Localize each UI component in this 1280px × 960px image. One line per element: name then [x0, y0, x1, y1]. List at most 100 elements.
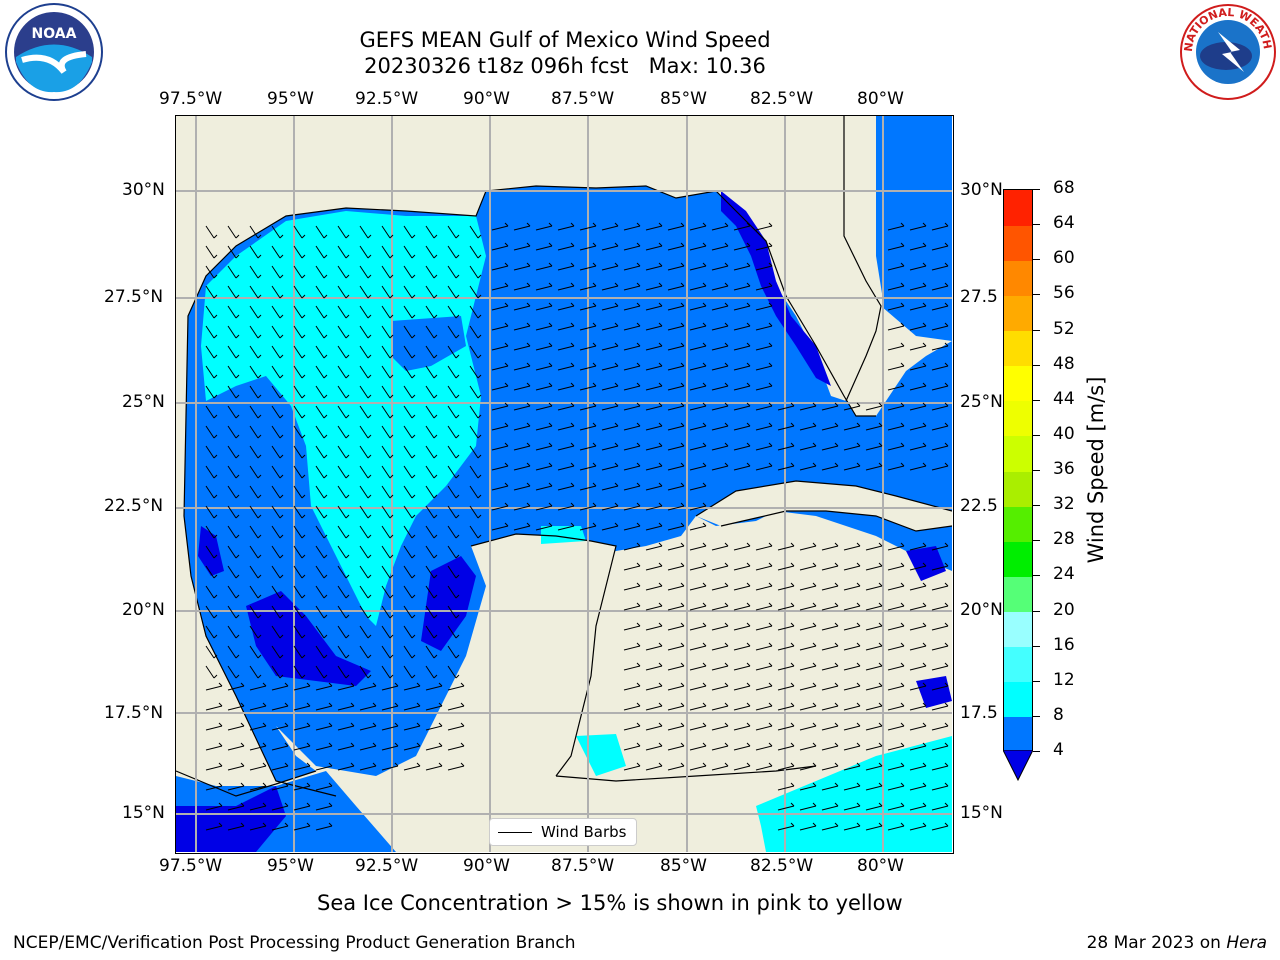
wind-barb	[777, 642, 795, 651]
wind-barb	[249, 485, 262, 499]
wind-barb	[447, 425, 460, 439]
wind-barb	[227, 585, 240, 599]
wind-speed-map: Wind Barbs	[175, 115, 954, 854]
wind-barb	[711, 302, 729, 311]
lon-label-top: 90°W	[463, 89, 510, 109]
wind-barb	[931, 422, 949, 431]
wind-barb	[315, 245, 328, 259]
lon-label-top: 85°W	[660, 89, 707, 109]
wind-barb	[249, 505, 262, 519]
wind-barb	[667, 542, 685, 551]
wind-barb	[359, 345, 372, 359]
wind-barb	[513, 502, 531, 511]
wind-barb	[865, 582, 883, 591]
wind-barb	[799, 422, 817, 431]
wind-barb	[645, 222, 663, 231]
wind-barb	[689, 282, 707, 291]
wind-barb	[205, 445, 218, 459]
colorbar-swatch	[1004, 681, 1032, 718]
wind-barb	[887, 722, 905, 731]
wind-barb	[359, 425, 372, 439]
wind-barb	[557, 362, 575, 371]
wind-barb	[865, 682, 883, 691]
wind-barb	[887, 562, 905, 571]
lat-label-right: 20°N	[960, 600, 1003, 620]
wind-barb	[337, 585, 350, 599]
lon-label-top: 92.5°W	[355, 89, 419, 109]
wind-barb	[491, 242, 509, 251]
wind-barb	[249, 645, 262, 659]
wind-barb	[579, 422, 597, 431]
wind-barb	[623, 582, 641, 591]
wind-barb	[711, 442, 729, 451]
wind-barb	[315, 802, 333, 811]
wind-barb	[821, 722, 839, 731]
wind-barb	[227, 365, 240, 379]
wind-barb	[931, 242, 949, 251]
wind-barb	[513, 382, 531, 391]
wind-barb	[227, 565, 240, 579]
wind-barb	[227, 625, 240, 639]
wind-barb	[887, 682, 905, 691]
wind-barb	[843, 462, 861, 471]
wind-barb	[755, 762, 773, 771]
wind-barb	[359, 265, 372, 279]
wind-barb	[579, 302, 597, 311]
wind-barb	[887, 542, 905, 551]
wind-barb	[381, 722, 399, 731]
wind-barb	[535, 462, 553, 471]
wind-barb	[799, 602, 817, 611]
wind-barb	[931, 822, 949, 831]
lat-label-right: 25°N	[960, 392, 1003, 412]
wind-barb	[821, 402, 839, 411]
wind-barb	[733, 242, 751, 251]
wind-barb	[227, 782, 245, 791]
wind-barb	[579, 522, 597, 531]
colorbar-tick-mark	[1033, 715, 1040, 717]
wind-barb	[667, 382, 685, 391]
wind-barb	[689, 262, 707, 271]
wind-barb	[315, 385, 328, 399]
wind-barb	[359, 325, 372, 339]
wind-barb	[887, 742, 905, 751]
wind-barb	[777, 702, 795, 711]
wind-barb	[381, 742, 399, 751]
wind-barb	[469, 305, 482, 319]
coastlines	[176, 116, 952, 797]
wind-barb	[645, 702, 663, 711]
wind-barb	[271, 325, 284, 339]
lon-label-top: 97.5°W	[159, 89, 223, 109]
wind-barb	[425, 385, 438, 399]
lat-label-left: 20°N	[122, 600, 165, 620]
wind-barb	[359, 525, 372, 539]
wind-barb	[843, 642, 861, 651]
wind-barb	[579, 222, 597, 231]
wind-barb	[513, 402, 531, 411]
wind-barb	[227, 682, 245, 691]
wind-barb	[447, 742, 465, 751]
wind-barb	[315, 405, 328, 419]
wind-barb	[821, 562, 839, 571]
wind-barb	[865, 442, 883, 451]
wind-barb	[865, 802, 883, 811]
wind-barb	[909, 342, 927, 351]
wind-barb	[733, 742, 751, 751]
wind-barb	[205, 245, 218, 259]
wind-barb	[755, 342, 773, 351]
wind-barb	[447, 505, 460, 519]
wind-barb	[623, 622, 641, 631]
wind-barb	[667, 682, 685, 691]
wind-barb	[931, 702, 949, 711]
colorbar-swatch	[1004, 400, 1032, 437]
lon-label-bottom: 85°W	[660, 856, 707, 876]
wind-barb	[535, 222, 553, 231]
wind-barb	[689, 662, 707, 671]
wind-barb	[579, 362, 597, 371]
wind-barb	[469, 465, 482, 479]
wind-barb	[579, 502, 597, 511]
wind-barb	[403, 722, 421, 731]
wind-barb	[271, 465, 284, 479]
wind-barb	[381, 625, 394, 639]
wind-barb	[931, 622, 949, 631]
wind-barb	[249, 782, 267, 791]
